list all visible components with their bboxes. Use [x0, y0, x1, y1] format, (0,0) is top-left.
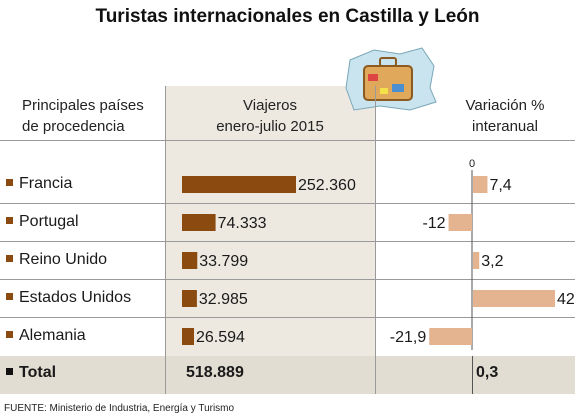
visitors-bar [182, 290, 197, 307]
country-name: Alemania [19, 327, 86, 344]
total-variation: 0,3 [476, 364, 499, 381]
variation-value-label: -12 [422, 215, 445, 232]
variation-value-label: 3,2 [481, 253, 503, 270]
country-label: Reino Unido [6, 250, 107, 270]
visitors-value-label: 74.333 [218, 215, 267, 232]
column-divider [375, 356, 376, 394]
visitors-value-label: 26.594 [196, 329, 245, 346]
visitors-column-bg [165, 86, 375, 394]
variation-value-label: 42 [557, 291, 575, 308]
visitors-header: Viajeros enero-julio 2015 [165, 95, 375, 137]
zero-tick-label: 0 [469, 158, 475, 170]
bullet-square [6, 179, 13, 186]
row-divider [0, 241, 575, 242]
bullet-square [6, 331, 13, 338]
column-divider [165, 86, 166, 394]
visitors-bar [182, 328, 195, 345]
variation-bar [429, 328, 472, 345]
bullet-square [6, 368, 13, 375]
bullet-square [6, 255, 13, 262]
countries-header: Principales países de procedencia [22, 95, 144, 137]
visitors-bar [182, 214, 216, 231]
country-name: Estados Unidos [19, 289, 132, 306]
country-label: Alemania [6, 326, 86, 346]
source-note: FUENTE: Ministerio de Industria, Energía… [4, 403, 235, 414]
variation-bar [473, 290, 555, 307]
header-divider [0, 140, 575, 141]
country-name: Reino Unido [19, 251, 108, 268]
column-divider [165, 356, 166, 394]
visitors-bar [182, 252, 198, 269]
country-label: Francia [6, 174, 72, 194]
row-divider [0, 317, 575, 318]
visitors-header-line2: enero-julio 2015 [216, 118, 324, 135]
country-name: Portugal [19, 213, 79, 230]
countries-header-line1: Principales países [22, 97, 144, 114]
bullet-square [6, 217, 13, 224]
zero-axis [472, 356, 473, 394]
country-label: Estados Unidos [6, 288, 131, 308]
variation-value-label: -21,9 [390, 329, 427, 346]
country-label: Portugal [6, 212, 79, 232]
total-row [0, 356, 575, 394]
variation-bar [448, 214, 472, 231]
variation-header-line1: Variación % [465, 97, 545, 114]
column-divider [375, 86, 376, 394]
variation-header-line2: interanual [472, 118, 538, 135]
suitcase-map-icon [345, 47, 437, 111]
variation-bar [473, 176, 488, 193]
row-divider [0, 203, 575, 204]
chart-title: Turistas internacionales en Castilla y L… [95, 6, 480, 27]
bullet-square [6, 293, 13, 300]
variation-value-label: 7,4 [489, 177, 511, 194]
total-text: Total [19, 364, 57, 381]
country-name: Francia [19, 175, 73, 192]
row-divider [0, 279, 575, 280]
visitors-value-label: 252.360 [298, 177, 356, 194]
countries-header-line2: de procedencia [22, 118, 125, 135]
variation-header: Variación % interanual [440, 95, 570, 137]
visitors-value-label: 32.985 [199, 291, 248, 308]
variation-bar [473, 252, 480, 269]
visitors-value-label: 33.799 [199, 253, 248, 270]
total-label: Total [6, 364, 56, 382]
visitors-header-line1: Viajeros [243, 97, 297, 114]
visitors-bar [182, 176, 296, 193]
total-visitors: 518.889 [186, 364, 244, 381]
